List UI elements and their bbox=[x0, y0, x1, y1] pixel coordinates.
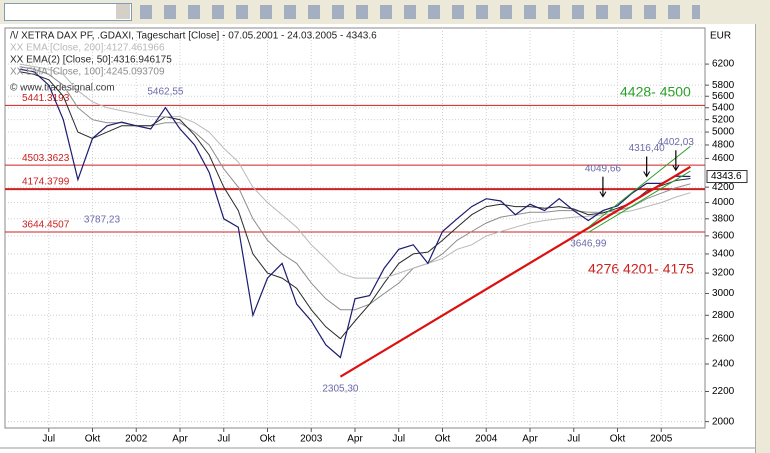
legend-entry: /\/ XETRA DAX PF, .GDAXI, Tageschart [Cl… bbox=[10, 31, 377, 42]
toolbar bbox=[0, 0, 770, 25]
x-tick-label: Apr bbox=[522, 434, 538, 445]
combo-arrow[interactable] bbox=[116, 4, 130, 19]
y-tick-label: 5800 bbox=[712, 80, 735, 91]
x-tick-label: Jul bbox=[392, 434, 405, 445]
trendline bbox=[339, 165, 691, 378]
x-tick-label: 2002 bbox=[125, 434, 148, 445]
level-label: 5441.3193 bbox=[22, 93, 70, 104]
y-tick-label: 2000 bbox=[712, 416, 735, 427]
y-tick-label: 2200 bbox=[712, 386, 735, 397]
x-tick-label: Jul bbox=[567, 434, 580, 445]
y-tick-label: 2800 bbox=[712, 310, 735, 321]
y-tick-label: 3400 bbox=[712, 249, 735, 260]
copyright: © www.tradesignal.com bbox=[10, 83, 115, 94]
y-tick-label: 4000 bbox=[712, 197, 735, 208]
arrow-head bbox=[599, 191, 607, 198]
x-tick-label: Jul bbox=[217, 434, 230, 445]
x-tick-label: Okt bbox=[260, 434, 276, 445]
y-tick-label: 5600 bbox=[712, 91, 735, 102]
y-tick-label: 5400 bbox=[712, 102, 735, 113]
level-label: 4174.3799 bbox=[22, 177, 70, 188]
currency-label: EUR bbox=[710, 31, 731, 42]
trendline bbox=[588, 170, 691, 233]
point-label: 4316,40 bbox=[629, 143, 666, 154]
y-tick-label: 2400 bbox=[712, 359, 735, 370]
legend-entry: XX EMA [Close, 200]:4127.461966 bbox=[10, 43, 165, 54]
y-tick-label: 6200 bbox=[712, 59, 735, 70]
side-panel bbox=[755, 24, 770, 453]
point-label: 5462,55 bbox=[147, 87, 184, 98]
legend-entry: XX EMA(2) [Close, 50]:4316.946175 bbox=[10, 55, 172, 66]
last-price-box bbox=[706, 170, 748, 184]
point-label: 4049,66 bbox=[585, 163, 622, 174]
y-tick-label: 3600 bbox=[712, 231, 735, 242]
y-tick-label: 4600 bbox=[712, 153, 735, 164]
point-label: 3787,23 bbox=[84, 214, 121, 225]
x-tick-label: Jul bbox=[42, 434, 55, 445]
level-label: 4503.3623 bbox=[22, 153, 70, 164]
y-tick-label: 4200 bbox=[712, 182, 735, 193]
y-tick-label: 3200 bbox=[712, 268, 735, 279]
x-tick-label: 2004 bbox=[475, 434, 498, 445]
level-label: 3644.4507 bbox=[22, 220, 70, 231]
point-label: 2305,30 bbox=[322, 383, 359, 394]
series-line bbox=[19, 68, 691, 359]
x-tick-label: Okt bbox=[85, 434, 101, 445]
legend-entry: XX EMA [Close, 100]:4245.093709 bbox=[10, 67, 165, 78]
point-label: 4402,03 bbox=[658, 137, 695, 148]
y-tick-label: 3800 bbox=[712, 213, 735, 224]
note-green: 4428- 4500 bbox=[620, 84, 691, 100]
x-tick-label: 2003 bbox=[300, 434, 323, 445]
last-price-label: 4343.6 bbox=[711, 171, 742, 182]
point-label: 3646,99 bbox=[570, 238, 607, 249]
series-line bbox=[19, 63, 691, 279]
x-tick-label: Apr bbox=[347, 434, 363, 445]
x-tick-label: 2005 bbox=[650, 434, 673, 445]
y-tick-label: 5200 bbox=[712, 114, 735, 125]
x-tick-label: Apr bbox=[172, 434, 188, 445]
x-tick-label: Okt bbox=[435, 434, 451, 445]
trendline bbox=[588, 145, 691, 228]
y-tick-label: 2600 bbox=[712, 333, 735, 344]
arrow-head bbox=[672, 165, 680, 172]
toolbar-icons bbox=[140, 5, 700, 19]
x-tick-label: Okt bbox=[610, 434, 626, 445]
y-tick-label: 5000 bbox=[712, 127, 735, 138]
arrow-head bbox=[643, 171, 651, 178]
symbol-combo[interactable] bbox=[4, 3, 132, 21]
chart-background bbox=[0, 24, 755, 453]
y-tick-label: 3000 bbox=[712, 288, 735, 299]
series-line bbox=[19, 71, 691, 340]
chart: EUR © www.tradesignal.com 4428- 4500 427… bbox=[0, 24, 755, 453]
note-red: 4276 4201- 4175 bbox=[588, 261, 694, 277]
y-tick-label: 4800 bbox=[712, 140, 735, 151]
